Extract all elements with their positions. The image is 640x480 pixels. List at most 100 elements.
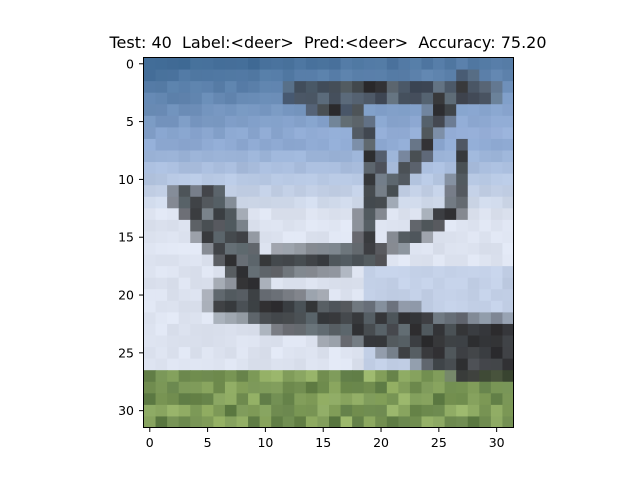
image-pixel [259,104,272,117]
image-pixel [363,58,376,71]
image-pixel [433,323,446,337]
image-pixel [213,208,226,221]
image-pixel [456,69,469,82]
image-pixel [352,150,365,163]
image-pixel [271,381,284,394]
image-pixel [282,289,295,302]
image-pixel [259,416,272,428]
image-pixel [421,277,434,290]
x-axis: 0 5 10 15 20 25 30 [146,428,505,450]
image-pixel [340,69,353,82]
image-pixel [479,162,492,175]
image-pixel [144,358,157,371]
image-pixel [444,162,457,175]
image-pixel [375,127,388,140]
image-pixel [248,404,261,418]
image-pixel [386,289,399,302]
image-pixel [352,254,365,267]
image-pixel [502,266,514,279]
image-pixel [305,92,319,105]
image-pixel [375,219,388,233]
image-pixel [479,138,492,152]
image-pixel [317,185,330,198]
image-pixel [352,104,365,117]
image-pixel [352,231,365,244]
image-pixel [271,347,284,360]
image-pixel [201,173,214,186]
image-pixel [259,58,272,71]
image-pixel [178,231,191,244]
image-pixel [398,335,411,348]
image-pixel [248,58,261,71]
image-pixel [375,335,388,348]
image-pixel [375,381,388,394]
image-pixel [409,219,423,233]
image-pixel [236,289,249,302]
image-pixel [305,312,319,325]
image-pixel [167,266,180,279]
image-pixel [479,347,492,360]
image-pixel [398,150,411,163]
image-pixel [317,416,330,428]
image-pixel [444,370,457,383]
image-pixel [363,243,376,256]
image-pixel [155,138,168,152]
image-pixel [294,358,307,371]
image-pixel [456,150,469,163]
image-pixel [224,266,238,279]
image-pixel [490,92,504,105]
image-pixel [479,312,492,325]
image-pixel [329,150,342,163]
image-pixel [479,115,492,128]
image-pixel [421,173,434,186]
image-pixel [490,347,504,360]
image-pixel [386,347,399,360]
image-pixel [190,393,203,406]
image-pixel [167,416,180,428]
image-pixel [421,208,434,221]
image-pixel [178,58,191,71]
image-pixel [386,381,399,394]
image-pixel [236,254,249,267]
image-pixel [490,312,504,325]
image-pixel [167,81,180,94]
image-pixel [271,266,284,279]
image-pixel [352,323,365,337]
image-pixel [248,208,261,221]
image-pixel [248,162,261,175]
image-pixel [224,219,238,233]
image-pixel [259,323,272,337]
image-pixel [340,335,353,348]
image-pixel [144,69,157,82]
image-pixel [398,69,411,82]
image-pixel [456,277,469,290]
image-pixel [305,300,319,313]
image-pixel [490,289,504,302]
image-pixel [167,185,180,198]
image-pixel [409,208,423,221]
image-pixel [421,404,434,418]
image-pixel [305,323,319,337]
image-pixel [398,81,411,94]
image-pixel [167,254,180,267]
image-pixel [190,289,203,302]
image-pixel [259,196,272,209]
x-tick-label: 10 [257,435,273,450]
image-pixel [201,219,214,233]
image-pixel [340,208,353,221]
image-pixel [305,150,319,163]
image-pixel [294,92,307,105]
image-pixel [317,81,330,94]
image-pixel [433,300,446,313]
image-pixel [444,347,457,360]
image-pixel [201,127,214,140]
image-pixel [409,266,423,279]
image-pixel [305,358,319,371]
image-pixel [248,104,261,117]
image-pixel [502,231,514,244]
image-pixel [340,347,353,360]
image-pixel [282,185,295,198]
image-pixel [479,243,492,256]
image-pixel [467,231,480,244]
image-pixel [282,358,295,371]
